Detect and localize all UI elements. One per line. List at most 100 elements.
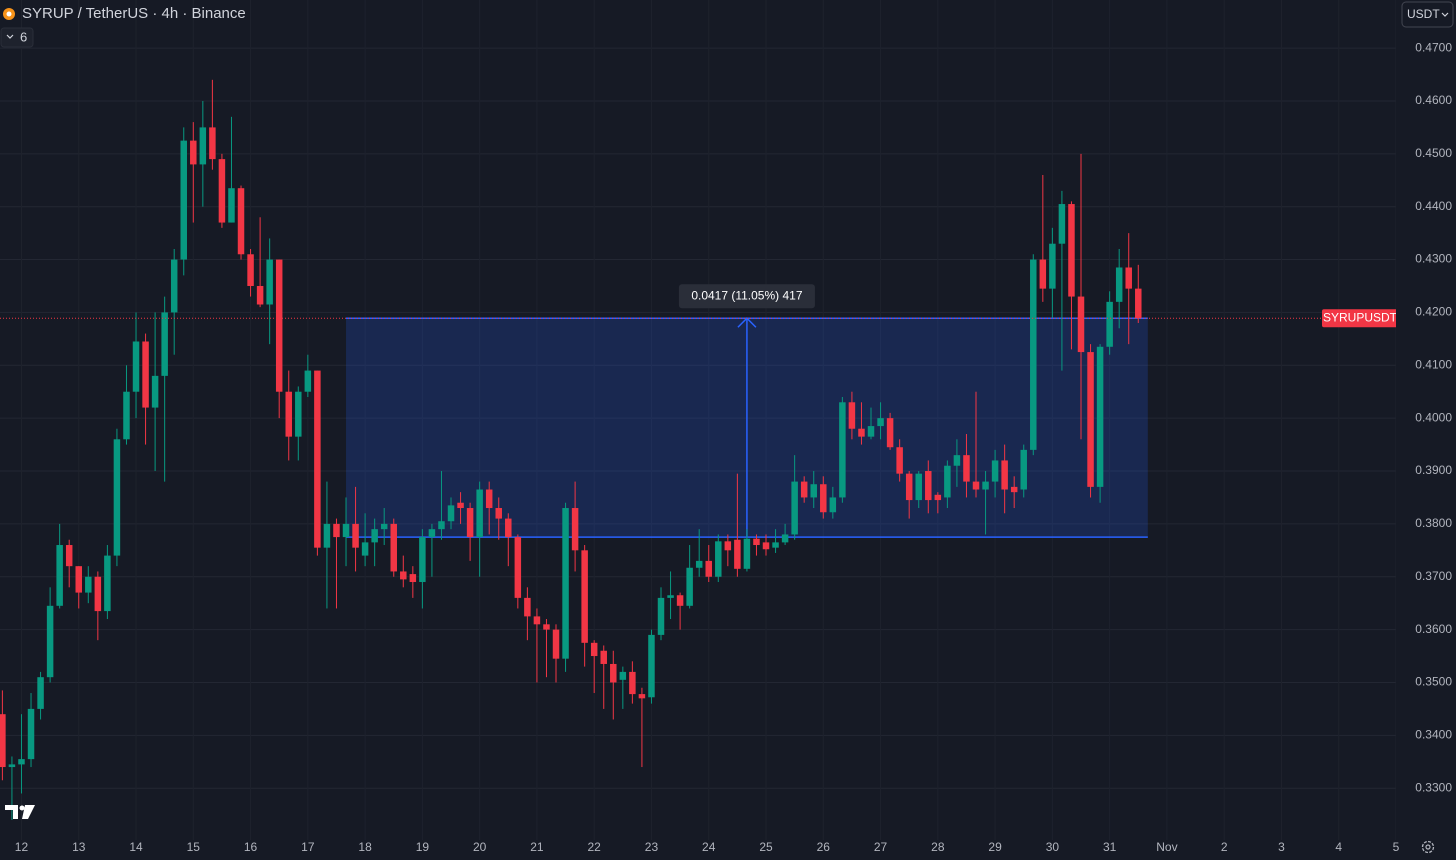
candle-body [218,159,226,223]
candle-body [571,508,579,551]
candle-body [371,529,378,543]
candle-body [953,455,961,466]
candle-body [314,370,321,548]
candle-body [724,541,732,551]
candle-body [295,391,302,437]
candle-body [524,597,531,617]
measure-tool [346,317,1148,538]
candle-body [495,508,502,519]
x-tick-label: 16 [244,840,258,854]
candle-body [600,650,607,664]
candle-body [333,523,340,538]
candle-body [991,460,999,482]
candle-body [56,545,63,606]
candle-body [925,471,932,501]
x-tick-label: 2 [1221,840,1228,854]
gear-center [1425,844,1431,850]
candle-body [85,576,92,593]
chevron [1441,12,1449,17]
candle-body [190,140,197,165]
candle-body [619,671,627,680]
candle-body [37,677,44,709]
candle-body [944,465,951,498]
candle-body [1087,352,1094,487]
price-axis-bg [1396,0,1456,860]
y-tick-label: 0.4200 [1415,305,1452,319]
time-axis-bg [0,840,1396,860]
candle-body [810,484,817,498]
candle-body [781,534,789,543]
measure-arrowhead [737,317,757,328]
candle-body [1020,449,1027,490]
candle-body [1115,267,1123,302]
y-tick-label: 0.3400 [1415,728,1452,742]
candle-body [342,523,350,538]
candle-body [247,254,254,286]
candle-body [266,259,273,305]
candle-body [352,523,359,548]
candle-body [1077,296,1085,353]
y-tick-label: 0.3500 [1415,675,1452,689]
candle-body [256,285,264,305]
candle-body [1030,259,1037,450]
candle-body [648,634,655,698]
candle-body [715,541,722,577]
y-tick-label: 0.3700 [1415,569,1452,583]
candle-body [896,447,903,474]
y-tick-label: 0.3600 [1415,622,1452,636]
candle-body [753,538,760,546]
candle-body [75,566,82,593]
candle-body [667,595,674,598]
currency-button[interactable] [1401,1,1454,28]
x-tick-label: 14 [129,840,143,854]
candle-body [610,663,617,683]
x-tick-label: 25 [759,840,773,854]
x-tick-label: 15 [187,840,201,854]
candle-body [562,508,569,659]
candle-body [533,616,541,625]
candle-body [839,402,846,498]
measure-label-box [678,284,815,309]
candle-body [905,473,913,501]
chevron [6,34,14,39]
candle-body [791,481,798,535]
candle-body [123,391,130,440]
y-tick-label: 0.4300 [1415,252,1452,266]
candle-body [438,521,445,530]
x-tick-label: 3 [1278,840,1285,854]
candle-body [505,518,512,538]
candle-body [466,508,474,538]
indicators-toggle[interactable] [0,27,34,48]
candle-body [1049,243,1056,289]
candle-body [419,537,426,583]
x-tick-label: Nov [1156,840,1177,854]
candle-body [447,505,455,522]
candle-body [485,489,493,509]
x-tick-label: 29 [988,840,1002,854]
candle-body [476,489,483,538]
candle-body [772,542,779,548]
x-tick-label: 4 [1335,840,1342,854]
x-tick-label: 30 [1046,840,1060,854]
candles [0,79,1142,820]
x-tick-label: 31 [1103,840,1117,854]
logo-part [22,805,35,819]
x-tick-label: 22 [588,840,602,854]
candle-body [886,418,894,448]
y-tick-label: 0.4700 [1415,40,1452,54]
grid [0,47,1396,789]
candle-body [170,259,178,313]
candle-body [228,188,235,223]
candle-body [762,542,770,550]
x-tick-label: 26 [817,840,831,854]
candle-body [734,539,741,569]
candle-body [457,502,464,509]
candle-body [829,497,837,513]
indicator-count: 6 [20,29,27,44]
candle-body [380,523,388,530]
y-tick-label: 0.4000 [1415,410,1452,424]
candle-body [275,259,283,392]
candle-body [705,560,712,577]
settings-button[interactable] [1421,840,1435,854]
candle-body [1001,460,1008,490]
